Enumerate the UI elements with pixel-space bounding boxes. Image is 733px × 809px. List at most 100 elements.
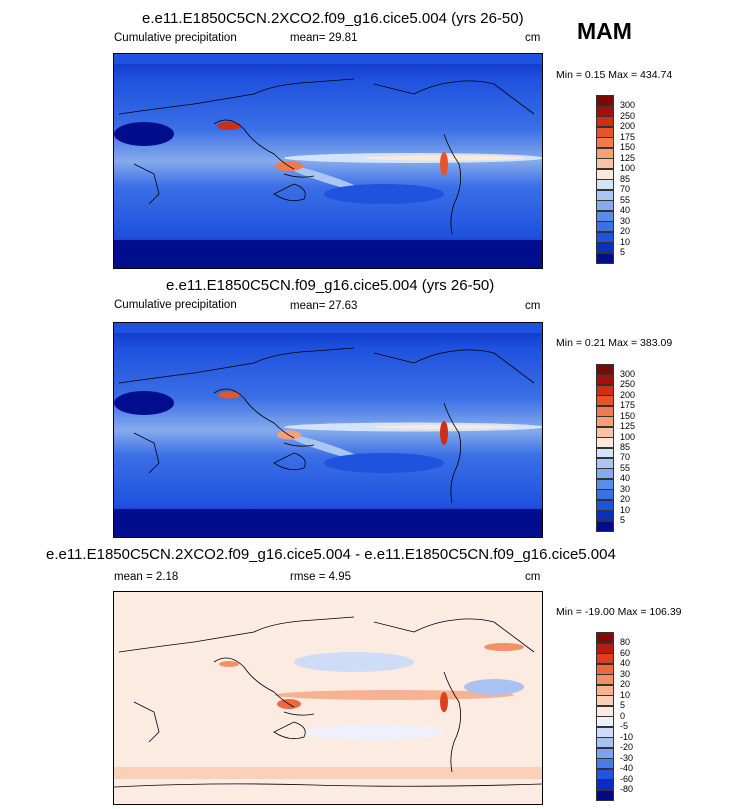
panel1-colorbar-cell bbox=[596, 95, 614, 106]
panel3-colorbar-cell bbox=[596, 768, 614, 780]
panel2-colorbar-cell bbox=[596, 395, 614, 407]
panel2-sahara-dry bbox=[114, 391, 174, 415]
panel2-colorbar-tick-label: 200 bbox=[620, 389, 636, 400]
panel3-map-svg bbox=[114, 592, 542, 804]
panel3-colorbar-cell bbox=[596, 716, 614, 727]
panel3-colorbar-tick-label: 0 bbox=[620, 710, 626, 721]
panel1-colorbar-tick-label: 5 bbox=[620, 247, 626, 257]
panel1-colorbar-tick-label: 200 bbox=[620, 121, 636, 131]
panel2-units: cm bbox=[525, 300, 541, 312]
panel2-colorbar-cell bbox=[596, 364, 614, 375]
panel1-colorbar-tick-label: 30 bbox=[620, 215, 631, 226]
panel2-colorbar-cell bbox=[596, 416, 614, 428]
panel3-pos-andes bbox=[440, 692, 448, 712]
panel2-colorbar-tick-label: 30 bbox=[620, 483, 631, 494]
panel1-sahara-dry bbox=[114, 122, 174, 146]
panel3-colorbar-cell bbox=[596, 642, 614, 654]
panel1-colorbar-cell bbox=[596, 179, 614, 190]
panel1-colorbar-tick-label: 175 bbox=[620, 131, 636, 142]
panel1-colorbar-cell bbox=[596, 221, 614, 232]
panel3-minmax: Min = -19.00 Max = 106.39 bbox=[556, 606, 682, 618]
panel3-colorbar-tick-label: -60 bbox=[620, 773, 634, 784]
panel2-colorbar-tick-label: 40 bbox=[620, 473, 631, 484]
panel1-spcz bbox=[285, 165, 363, 191]
panel3-coastlines bbox=[114, 616, 542, 788]
panel3-title: e.e11.E1850C5CN.2XCO2.f09_g16.cice5.004 … bbox=[46, 546, 616, 563]
panel2-colorbar: 5 10 20 30 40 55 70 85 100 125 150 175 200 250 300 bbox=[596, 364, 635, 532]
panel3-colorbar-tick-label: -30 bbox=[620, 752, 634, 763]
panel2-colorbar-cell bbox=[596, 426, 614, 438]
panel3-neg-southpac bbox=[304, 724, 444, 740]
panel1-colorbar-tick-label: 300 bbox=[620, 100, 636, 110]
panel1-colorbar-cell bbox=[596, 210, 614, 222]
panel1-minmax: Min = 0.15 Max = 434.74 bbox=[556, 69, 673, 81]
panel1-title: e.e11.E1850C5CN.2XCO2.f09_g16.cice5.004 … bbox=[142, 10, 524, 27]
panel1-units: cm bbox=[525, 32, 541, 44]
panel3-colorbar-tick-label: -40 bbox=[620, 763, 634, 773]
panel2-andes-max bbox=[440, 421, 448, 445]
panel3-colorbar-cell bbox=[596, 663, 614, 675]
panel1-colorbar-cell bbox=[596, 147, 614, 159]
panel2-colorbar-cell bbox=[596, 520, 614, 532]
panel1-variable-label: Cumulative precipitation bbox=[114, 32, 237, 44]
panel2-colorbar-tick-label: 10 bbox=[620, 504, 631, 515]
panel3-colorbar-cell bbox=[596, 705, 614, 717]
panel3-rmse: rmse = 4.95 bbox=[290, 571, 352, 583]
panel2-colorbar-tick-label: 55 bbox=[620, 462, 631, 473]
panel2-coastlines bbox=[118, 347, 535, 504]
panel2-colorbar-cell bbox=[596, 384, 614, 396]
panel2-colorbar-cell bbox=[596, 447, 614, 459]
panel1-map bbox=[113, 53, 543, 269]
panel1-colorbar-tick-label: 85 bbox=[620, 173, 631, 184]
panel1-colorbar-cell bbox=[596, 168, 614, 180]
panel2-kuroshio-max bbox=[218, 391, 240, 399]
panel2-colorbar-cell bbox=[596, 468, 614, 480]
panel1-colorbar-tick-label: 55 bbox=[620, 194, 631, 205]
panel1-colorbar-cell bbox=[596, 158, 614, 169]
panel2-colorbar-tick-label: 100 bbox=[620, 431, 636, 442]
panel2-colorbar-cell bbox=[596, 405, 614, 417]
panel2-map-svg bbox=[114, 323, 542, 537]
panel3-colorbar-cell bbox=[596, 695, 614, 706]
panel1-colorbar-tick-label: 40 bbox=[620, 205, 631, 215]
panel3-colorbar-cell bbox=[596, 737, 614, 748]
panel3-colorbar-cell bbox=[596, 653, 614, 664]
panel2-minmax: Min = 0.21 Max = 383.09 bbox=[556, 337, 673, 349]
panel3-pos-north-atlantic bbox=[484, 643, 524, 651]
panel2-title: e.e11.E1850C5CN.f09_g16.cice5.004 (yrs 2… bbox=[166, 277, 495, 294]
panel1-colorbar: 5 10 20 30 40 55 70 85 100 125 150 175 200 250 300 bbox=[596, 95, 635, 264]
panel3-colorbar-tick-label: 5 bbox=[620, 700, 626, 710]
panel3-colorbar-tick-label: -5 bbox=[620, 721, 629, 731]
panel2-spcz bbox=[285, 434, 363, 460]
panel1-coastlines bbox=[118, 78, 535, 235]
panel3-neg-northpac bbox=[294, 652, 414, 672]
panel2-colorbar-tick-label: 20 bbox=[620, 494, 631, 505]
panel2-variable-label: Cumulative precipitation bbox=[114, 299, 237, 311]
panel3-colorbar-cell bbox=[596, 674, 614, 685]
panel2-colorbar-cell bbox=[596, 489, 614, 501]
panel1-andes-max bbox=[440, 152, 448, 176]
panel3-pos-kuroshio bbox=[219, 661, 239, 667]
panel3-colorbar-cell bbox=[596, 758, 614, 769]
panel1-colorbar-tick-label: 100 bbox=[620, 163, 636, 173]
panel3-colorbar-cell bbox=[596, 632, 614, 643]
panel2-colorbar-tick-label: 70 bbox=[620, 452, 631, 463]
panel1-map-svg bbox=[114, 54, 542, 268]
panel3-colorbar-tick-label: 30 bbox=[620, 668, 631, 679]
panel2-colorbar-tick-label: 150 bbox=[620, 410, 636, 421]
panel2-colorbar-tick-label: 125 bbox=[620, 421, 636, 432]
panel1-subtropic-dry bbox=[324, 184, 444, 204]
panel1-colorbar-cell bbox=[596, 126, 614, 138]
panel3-colorbar-tick-label: 60 bbox=[620, 647, 631, 658]
panel3-colorbar-tick-label: 80 bbox=[620, 637, 631, 647]
panel1-colorbar-cell bbox=[596, 252, 614, 264]
panel1-colorbar-tick-label: 10 bbox=[620, 236, 631, 247]
panel3-colorbar-tick-label: -20 bbox=[620, 742, 634, 752]
panel2-arctic-field bbox=[114, 323, 542, 333]
panel2-colorbar-cell bbox=[596, 374, 614, 386]
panel2-colorbar-tick-label: 5 bbox=[620, 515, 626, 526]
panel3-map bbox=[113, 591, 543, 805]
panel3-colorbar-tick-label: 40 bbox=[620, 658, 631, 668]
panel1-colorbar-tick-label: 250 bbox=[620, 110, 636, 121]
panel3-colorbar-cell bbox=[596, 684, 614, 696]
